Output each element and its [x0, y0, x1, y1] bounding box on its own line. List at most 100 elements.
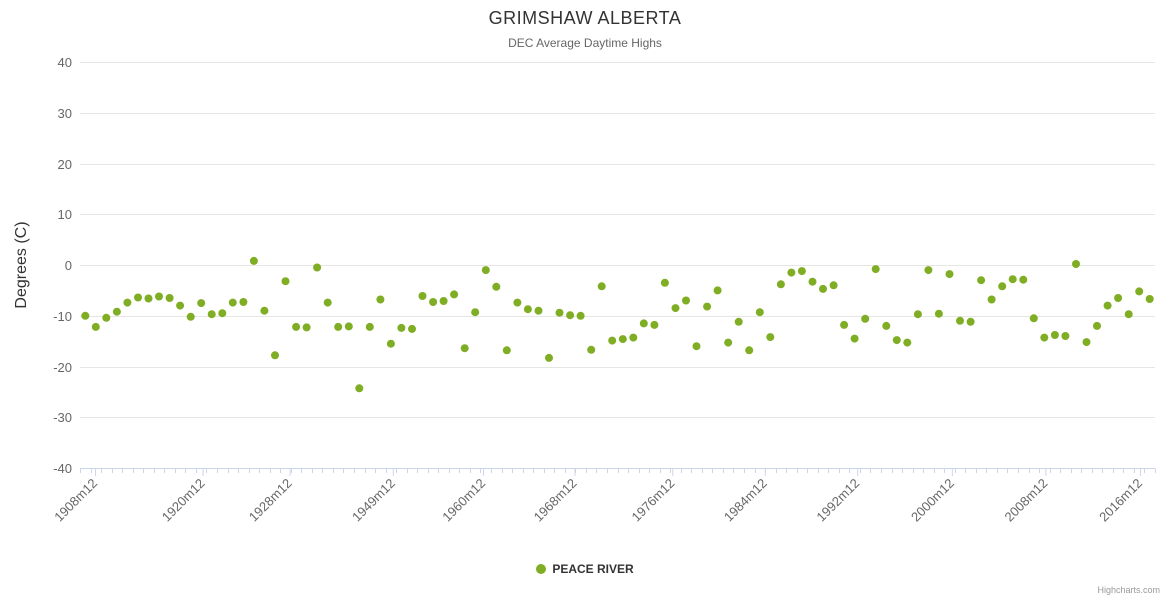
data-point[interactable]	[228, 298, 237, 307]
data-point[interactable]	[1135, 287, 1144, 296]
data-point[interactable]	[429, 298, 438, 306]
data-point[interactable]	[165, 294, 174, 302]
data-point[interactable]	[239, 298, 248, 306]
data-point[interactable]	[207, 310, 216, 319]
data-point[interactable]	[903, 338, 912, 347]
data-point[interactable]	[745, 346, 754, 355]
data-point[interactable]	[1008, 275, 1017, 284]
data-point[interactable]	[271, 351, 279, 360]
data-point[interactable]	[871, 265, 880, 274]
data-point[interactable]	[197, 299, 206, 308]
data-point[interactable]	[934, 309, 943, 318]
data-point[interactable]	[956, 316, 964, 325]
data-point[interactable]	[218, 309, 227, 318]
data-point[interactable]	[608, 336, 617, 345]
data-point[interactable]	[682, 296, 690, 305]
data-point[interactable]	[618, 335, 627, 344]
data-point[interactable]	[397, 323, 406, 332]
data-point[interactable]	[629, 333, 638, 342]
data-point[interactable]	[112, 307, 121, 316]
data-point[interactable]	[1019, 275, 1028, 284]
data-point[interactable]	[545, 353, 553, 362]
data-point[interactable]	[102, 313, 111, 322]
data-point[interactable]	[186, 312, 195, 321]
data-point[interactable]	[344, 322, 353, 331]
data-point[interactable]	[650, 320, 659, 329]
data-point[interactable]	[987, 295, 996, 304]
data-point[interactable]	[808, 277, 817, 286]
data-point[interactable]	[481, 266, 490, 275]
data-point[interactable]	[713, 286, 722, 295]
data-point[interactable]	[471, 308, 480, 317]
data-point[interactable]	[692, 342, 701, 351]
data-point[interactable]	[924, 266, 933, 275]
data-point[interactable]	[1093, 321, 1101, 330]
data-point[interactable]	[660, 278, 669, 287]
data-point[interactable]	[1124, 310, 1133, 319]
data-point[interactable]	[513, 298, 522, 307]
data-point[interactable]	[819, 284, 827, 293]
data-point[interactable]	[587, 345, 596, 354]
data-point[interactable]	[755, 308, 764, 317]
data-point[interactable]	[418, 292, 427, 300]
credits-link[interactable]: Highcharts.com	[1097, 585, 1160, 595]
data-point[interactable]	[313, 263, 322, 272]
data-point[interactable]	[492, 282, 501, 291]
data-point[interactable]	[365, 322, 374, 331]
data-point[interactable]	[1082, 338, 1091, 347]
data-point[interactable]	[576, 311, 585, 320]
data-point[interactable]	[534, 306, 543, 315]
data-point[interactable]	[724, 338, 733, 347]
data-point[interactable]	[302, 323, 311, 332]
data-point[interactable]	[386, 339, 395, 348]
data-point[interactable]	[1050, 331, 1059, 339]
data-point[interactable]	[1072, 260, 1080, 268]
data-point[interactable]	[81, 311, 90, 320]
data-point[interactable]	[355, 384, 364, 393]
data-point[interactable]	[861, 314, 870, 323]
data-point[interactable]	[671, 304, 680, 313]
data-point[interactable]	[639, 319, 648, 328]
data-point[interactable]	[334, 322, 343, 331]
data-point[interactable]	[1061, 332, 1070, 340]
data-point[interactable]	[1040, 333, 1049, 342]
data-point[interactable]	[249, 256, 258, 265]
data-point[interactable]	[776, 280, 785, 289]
data-point[interactable]	[1029, 314, 1038, 323]
data-point[interactable]	[155, 292, 163, 301]
data-point[interactable]	[977, 276, 986, 285]
data-point[interactable]	[523, 305, 532, 314]
data-point[interactable]	[998, 282, 1007, 291]
data-point[interactable]	[292, 322, 301, 331]
data-point[interactable]	[555, 308, 564, 317]
legend-item-peace-river[interactable]: PEACE RIVER	[536, 562, 634, 576]
data-point[interactable]	[797, 267, 806, 276]
data-point[interactable]	[144, 294, 153, 303]
data-point[interactable]	[1145, 295, 1154, 303]
data-point[interactable]	[134, 293, 142, 302]
data-point[interactable]	[892, 336, 901, 345]
data-point[interactable]	[566, 311, 575, 320]
data-point[interactable]	[439, 297, 448, 305]
data-point[interactable]	[1103, 301, 1112, 310]
data-point[interactable]	[260, 306, 269, 315]
data-point[interactable]	[840, 320, 849, 329]
data-point[interactable]	[766, 333, 775, 342]
data-point[interactable]	[502, 346, 511, 355]
data-point[interactable]	[703, 302, 712, 311]
data-point[interactable]	[882, 321, 891, 330]
data-point[interactable]	[376, 295, 385, 304]
data-point[interactable]	[123, 298, 132, 307]
data-point[interactable]	[787, 268, 796, 277]
data-point[interactable]	[945, 270, 954, 279]
data-point[interactable]	[734, 317, 743, 326]
data-point[interactable]	[450, 290, 459, 299]
data-point[interactable]	[829, 281, 838, 290]
data-point[interactable]	[850, 334, 859, 343]
data-point[interactable]	[913, 310, 922, 319]
data-point[interactable]	[1114, 294, 1123, 302]
data-point[interactable]	[597, 282, 606, 291]
data-point[interactable]	[408, 324, 416, 333]
data-point[interactable]	[176, 301, 185, 310]
data-point[interactable]	[323, 298, 332, 307]
